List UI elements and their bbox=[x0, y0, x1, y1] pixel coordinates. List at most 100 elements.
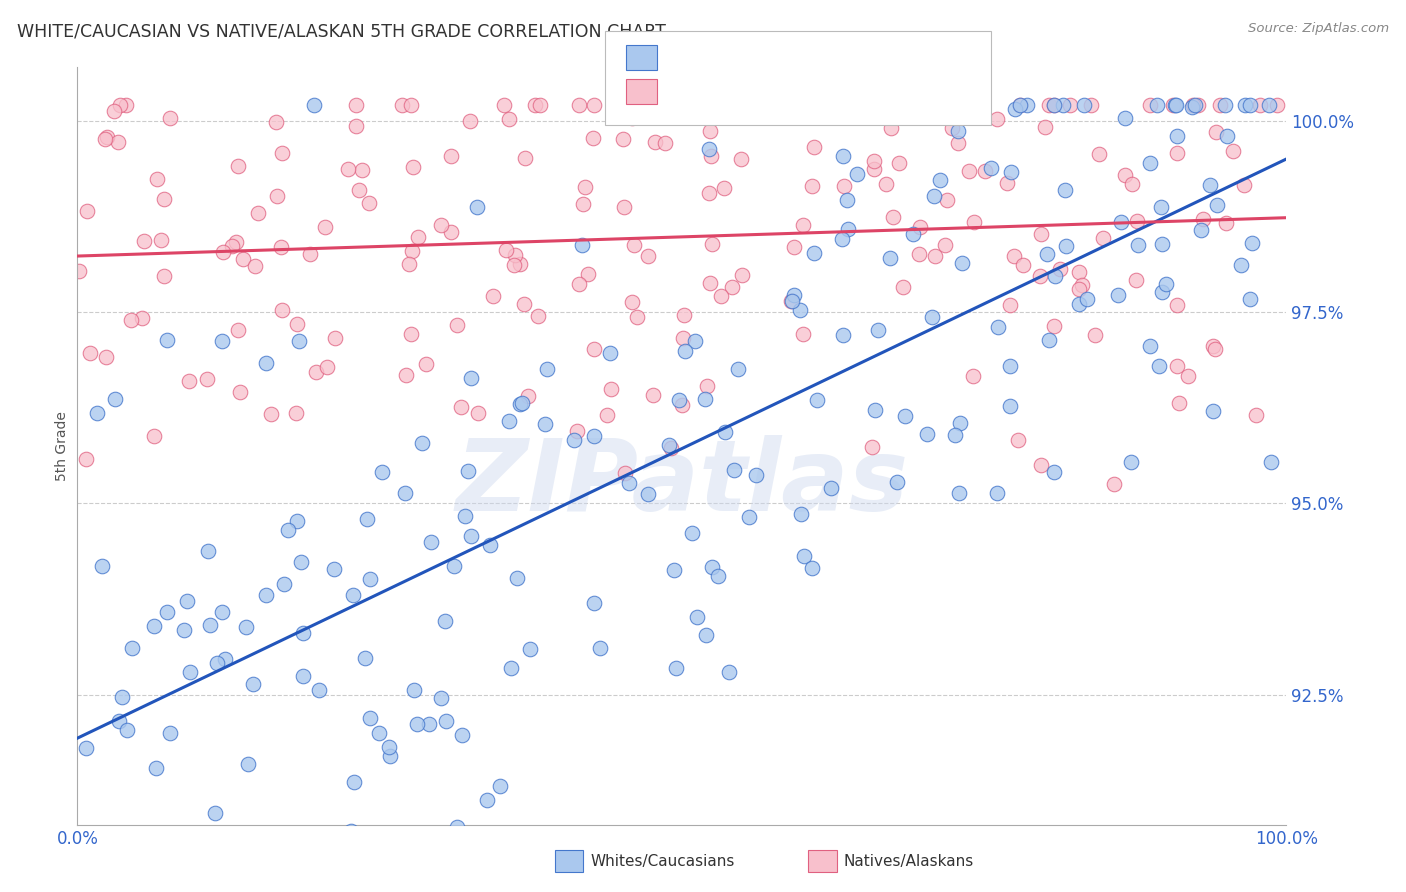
Point bbox=[882, 211, 904, 225]
Point bbox=[673, 344, 696, 359]
Point bbox=[612, 131, 634, 145]
Point bbox=[613, 200, 636, 214]
Point bbox=[700, 560, 723, 574]
Point bbox=[335, 830, 357, 845]
Point bbox=[1084, 328, 1107, 343]
Point bbox=[288, 334, 311, 348]
Point bbox=[314, 220, 336, 235]
Point bbox=[513, 296, 536, 310]
Point bbox=[498, 414, 520, 428]
Point bbox=[1054, 183, 1077, 197]
Point bbox=[221, 239, 243, 253]
Text: 0.110: 0.110 bbox=[713, 83, 769, 101]
Point bbox=[411, 436, 433, 450]
Point bbox=[1114, 112, 1136, 126]
Point bbox=[394, 485, 416, 500]
Point bbox=[886, 475, 908, 490]
Point bbox=[922, 189, 945, 203]
Point bbox=[1249, 98, 1271, 112]
Text: 200: 200 bbox=[834, 49, 872, 67]
Point bbox=[1216, 128, 1239, 143]
Point bbox=[325, 331, 347, 345]
Point bbox=[1267, 98, 1289, 112]
Point bbox=[416, 841, 439, 855]
Point bbox=[136, 841, 159, 855]
Point bbox=[450, 728, 472, 742]
Point bbox=[446, 318, 468, 332]
Point bbox=[908, 220, 931, 235]
Point bbox=[1199, 178, 1222, 193]
Point bbox=[104, 392, 127, 406]
Point bbox=[1015, 98, 1038, 112]
Point bbox=[1166, 298, 1188, 312]
Point bbox=[150, 233, 173, 247]
Point bbox=[1033, 120, 1056, 134]
Point bbox=[631, 98, 654, 112]
Point bbox=[1128, 238, 1150, 252]
Point bbox=[285, 317, 308, 331]
Point bbox=[337, 161, 360, 176]
Point bbox=[176, 594, 198, 608]
Point bbox=[986, 486, 1008, 500]
Point bbox=[934, 238, 956, 252]
Point bbox=[430, 690, 453, 705]
Point bbox=[879, 252, 901, 266]
Point bbox=[1102, 477, 1125, 491]
Point bbox=[695, 628, 717, 642]
Point bbox=[863, 154, 886, 169]
Point bbox=[153, 192, 176, 206]
Point bbox=[498, 112, 520, 126]
Point bbox=[115, 98, 138, 112]
Point bbox=[1059, 98, 1081, 112]
Point bbox=[1004, 103, 1026, 117]
Text: Whites/Caucasians: Whites/Caucasians bbox=[591, 855, 735, 869]
Point bbox=[499, 661, 522, 675]
Text: 198: 198 bbox=[834, 83, 872, 101]
Point bbox=[568, 98, 591, 112]
Point bbox=[901, 227, 924, 241]
Point bbox=[908, 247, 931, 261]
Text: N =: N = bbox=[794, 83, 834, 101]
Point bbox=[152, 268, 174, 283]
Point bbox=[1092, 230, 1115, 244]
Point bbox=[273, 577, 295, 591]
Point bbox=[582, 98, 605, 112]
Point bbox=[1215, 216, 1237, 230]
Point bbox=[143, 429, 166, 443]
Point bbox=[226, 323, 249, 337]
Point bbox=[207, 656, 229, 670]
Point bbox=[952, 256, 974, 270]
Point bbox=[921, 310, 943, 324]
Point bbox=[1213, 98, 1236, 112]
Point bbox=[110, 98, 132, 112]
Point bbox=[654, 136, 676, 151]
Point bbox=[371, 465, 394, 479]
Point bbox=[1012, 258, 1035, 272]
Text: R =: R = bbox=[671, 49, 710, 67]
Point bbox=[1177, 369, 1199, 384]
Point bbox=[688, 98, 710, 112]
Point bbox=[700, 237, 723, 252]
Point bbox=[446, 820, 468, 834]
Point bbox=[623, 238, 645, 252]
Point bbox=[706, 568, 728, 582]
Point bbox=[780, 294, 803, 309]
Point bbox=[664, 563, 686, 577]
Point bbox=[1043, 465, 1066, 479]
Point bbox=[710, 289, 733, 303]
Point bbox=[1114, 168, 1136, 182]
Point bbox=[347, 183, 370, 197]
Point bbox=[1139, 98, 1161, 112]
Point bbox=[509, 397, 531, 411]
Point bbox=[1125, 273, 1147, 287]
Point bbox=[290, 555, 312, 569]
Point bbox=[536, 361, 558, 376]
Point bbox=[235, 620, 257, 634]
Point bbox=[76, 204, 98, 219]
Point bbox=[1042, 98, 1064, 112]
Point bbox=[323, 562, 346, 576]
Point bbox=[957, 163, 980, 178]
Point bbox=[1164, 98, 1187, 112]
Point bbox=[516, 389, 538, 403]
Point bbox=[184, 841, 207, 855]
